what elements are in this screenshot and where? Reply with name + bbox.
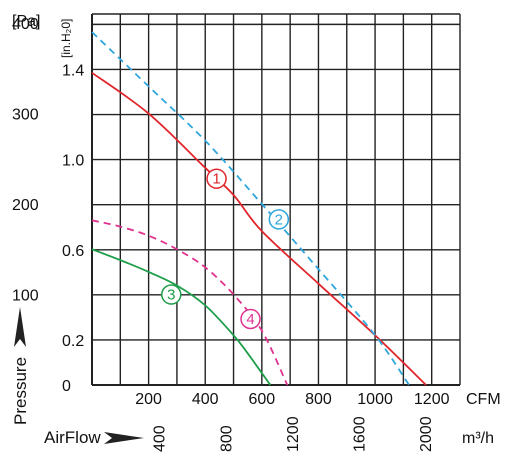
x-axis-title: AirFlow (44, 428, 101, 447)
y-unit-pa: [Pa] (12, 13, 40, 30)
y-unit-inh2o: [in.H₂0] (59, 19, 73, 58)
y-tick-label-inh2o: 1.4 (62, 62, 84, 79)
curve-3-line (91, 248, 272, 386)
y-tick-label-pa: 300 (12, 107, 39, 124)
curve-3-marker-label: 3 (167, 287, 175, 304)
curve-4-marker-label: 4 (246, 311, 254, 328)
x-tick-label-m3h: 1200 (285, 416, 302, 452)
x-tick-label-m3h: 400 (152, 425, 169, 452)
x-tick-label-cfm: 200 (135, 391, 162, 408)
curves: 1 2 3 4 (91, 31, 427, 386)
curve-1-marker-label: 1 (212, 171, 220, 188)
curve-2-line (91, 31, 410, 386)
x-tick-label-cfm: 1200 (414, 391, 450, 408)
x-tick-label-cfm: 1000 (357, 391, 393, 408)
x-tick-label-cfm: 800 (305, 391, 332, 408)
grid (91, 13, 461, 386)
curve-4-line (91, 219, 289, 386)
x-tick-label-m3h: 2000 (418, 416, 435, 452)
y-tick-label-inh2o: 1.0 (62, 153, 84, 170)
curve-1-marker (206, 168, 227, 189)
curve-2-marker-label: 2 (275, 211, 283, 228)
pressure-arrow-icon (14, 307, 26, 347)
y-tick-label-inh2o: 0.2 (62, 333, 84, 350)
curve-1-line (91, 72, 427, 386)
y-tick-label-pa: 400 (12, 16, 39, 33)
airflow-arrow-icon (104, 432, 144, 444)
x-tick-label-cfm: 600 (248, 391, 275, 408)
x-tick-label-cfm: 400 (192, 391, 219, 408)
x-unit-cfm: CFM (466, 391, 501, 408)
y-tick-label-inh2o: 0.6 (62, 243, 84, 260)
curve-2-marker (268, 209, 290, 230)
curve-3-marker (161, 284, 182, 305)
x-tick-label-m3h: 1600 (352, 416, 369, 452)
y-tick-label-pa: 100 (12, 288, 39, 305)
y-tick-label-inh2o: 0 (62, 378, 71, 395)
y-axis-title: Pressure (11, 357, 30, 425)
y-tick-label-pa: 200 (12, 197, 39, 214)
curve-4-marker (240, 308, 261, 330)
x-tick-label-m3h: 800 (218, 425, 235, 452)
x-unit-m3h: m³/h (462, 430, 494, 447)
